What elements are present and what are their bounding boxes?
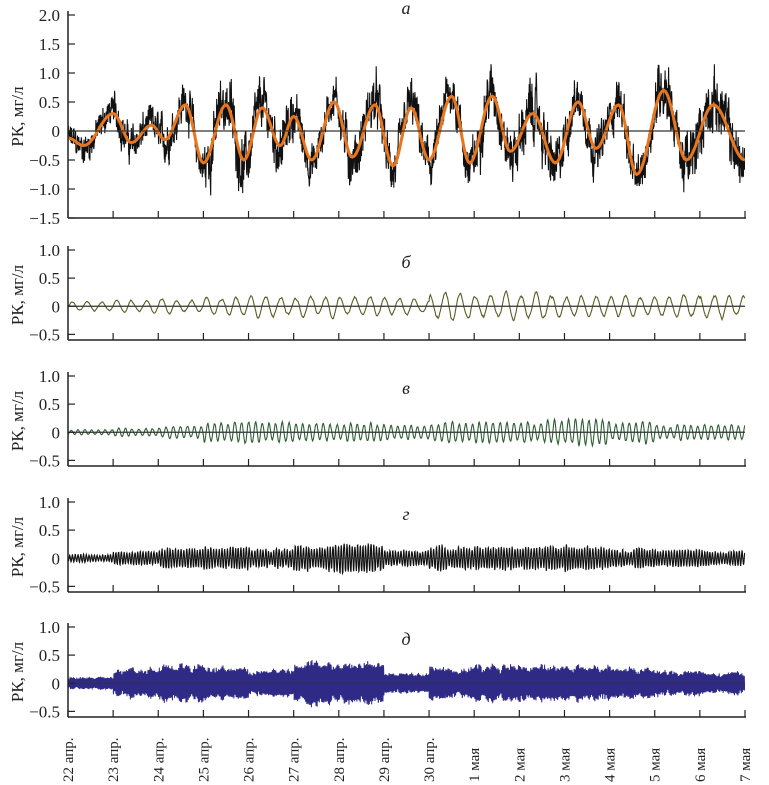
x-tick-label: 23 апр. — [106, 738, 122, 783]
x-tick-label: 28 апр. — [332, 738, 348, 783]
panel-label: а — [402, 0, 411, 18]
y-tick-label: 0 — [52, 297, 61, 316]
x-tick-label: 1 мая — [467, 748, 483, 782]
series-raw — [68, 64, 745, 196]
y-tick-label: 0 — [52, 122, 61, 141]
y-axis-label: РК, мг/л — [8, 264, 27, 325]
y-tick-label: −0.5 — [29, 451, 60, 470]
y-axis-label: РК, мг/л — [8, 641, 27, 702]
x-tick-label: 4 мая — [603, 748, 619, 782]
y-tick-label: 2.0 — [39, 6, 60, 25]
series-component-б — [68, 290, 745, 322]
y-tick-label: 1.0 — [39, 367, 60, 386]
y-tick-label: 0.5 — [39, 93, 60, 112]
panel-2: 1.0 0.5 0 −0.5РК, мг/л б — [8, 241, 746, 344]
panel-label: г — [402, 504, 409, 524]
x-tick-label: 5 мая — [648, 748, 664, 782]
panel-label: д — [401, 629, 410, 649]
y-tick-label: 1.0 — [39, 618, 60, 637]
series-component-в — [68, 417, 745, 448]
panel-3: 1.0 0.5 0 −0.5РК, мг/л в — [8, 367, 746, 470]
y-tick-label: −0.5 — [29, 151, 60, 170]
x-tick-label: 2 мая — [512, 748, 528, 782]
panel-label: в — [402, 378, 410, 398]
y-tick-label: 0.5 — [39, 395, 60, 414]
y-tick-label: 1.0 — [39, 493, 60, 512]
x-tick-label: 6 мая — [693, 748, 709, 782]
y-axis-label: РК, мг/л — [8, 516, 27, 577]
y-tick-label: −0.5 — [29, 702, 60, 721]
x-tick-label: 24 апр. — [151, 738, 167, 783]
y-tick-label: −0.5 — [29, 325, 60, 344]
y-tick-label: 1.5 — [39, 35, 60, 54]
y-tick-label: 0.5 — [39, 521, 60, 540]
series-component-г — [68, 543, 745, 576]
x-tick-label: 30 апр. — [422, 738, 438, 783]
y-tick-label: −1.0 — [29, 180, 60, 199]
y-tick-label: 0 — [52, 549, 61, 568]
y-tick-label: 1.0 — [39, 64, 60, 83]
panel-1: 2.0 1.5 1.0 0.5 0 −0.5 −1.0 −1.5 РК, мг/л а — [8, 0, 746, 228]
x-tick-label: 3 мая — [557, 748, 573, 782]
panel-label: б — [401, 252, 411, 272]
x-tick-label: 7 мая — [738, 748, 754, 782]
y-tick-label: −1.5 — [29, 209, 60, 228]
series-component-д — [68, 659, 745, 708]
y-tick-label: 1.0 — [39, 241, 60, 260]
x-tick-label: 29 апр. — [377, 738, 393, 783]
x-tick-label: 25 апр. — [196, 738, 212, 783]
y-tick-label: 0.5 — [39, 269, 60, 288]
y-tick-label: 0 — [52, 674, 61, 693]
panel-4: 1.0 0.5 0 −0.5РК, мг/л г — [8, 493, 746, 596]
x-tick-label: 27 апр. — [287, 738, 303, 783]
y-axis-label: РК, мг/л — [8, 86, 27, 147]
y-tick-label: −0.5 — [29, 577, 60, 596]
panel-5: 1.0 0.5 0 −0.5РК, мг/л д — [8, 618, 746, 721]
x-tick-label: 26 апр. — [242, 738, 258, 783]
x-tick-label: 22 апр. — [61, 738, 77, 783]
y-tick-label: 0.5 — [39, 646, 60, 665]
y-axis-label: РК, мг/л — [8, 390, 27, 451]
y-tick-label: 0 — [52, 423, 61, 442]
series-fit — [68, 88, 745, 177]
